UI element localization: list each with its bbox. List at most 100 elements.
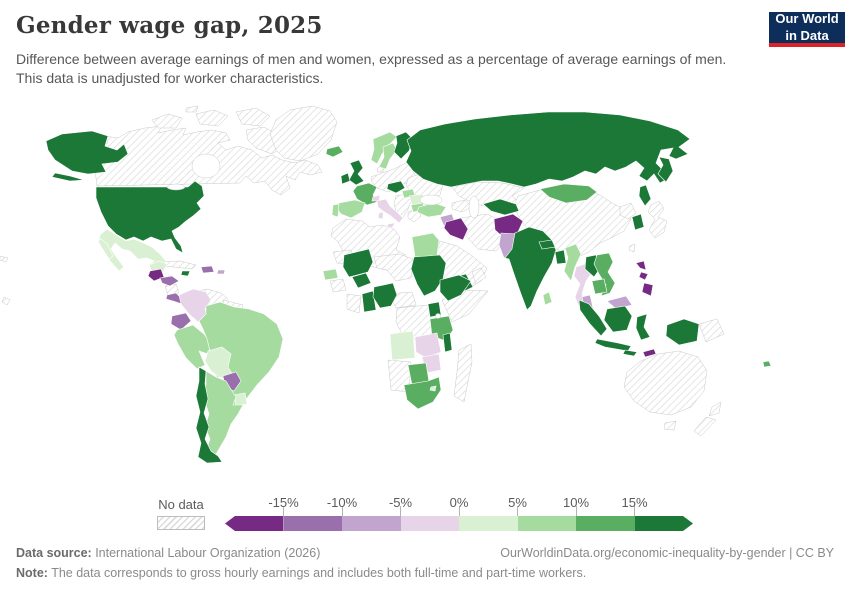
legend-tick-label: 10% [562,495,590,510]
country-philippines-visayas[interactable] [638,271,649,281]
country-argentina[interactable] [203,370,244,460]
country-dominican-republic[interactable] [200,265,215,274]
country-tasmania[interactable] [663,420,677,431]
country-iceland[interactable] [325,145,344,158]
country-indonesia-sumatra[interactable] [578,299,608,337]
country-united-states[interactable] [95,180,205,254]
country-angola[interactable] [389,330,416,361]
country-indonesia-java[interactable] [594,338,632,352]
country-senegal[interactable] [322,268,339,281]
country-ivory-coast[interactable] [346,293,362,314]
legend-band-1[interactable] [283,516,342,531]
country-madagascar[interactable] [453,343,473,403]
country-alaska[interactable] [45,130,129,175]
country-burkina-faso[interactable] [351,272,372,289]
country-fiji[interactable] [762,360,772,368]
legend-band-5[interactable] [517,516,576,531]
country-mexico-baja[interactable] [97,238,114,260]
country-indonesia-lesser-sunda[interactable] [622,349,638,357]
country-mali[interactable] [342,248,374,278]
country-papua-new-guinea[interactable] [698,318,725,343]
country-austria[interactable] [386,180,406,194]
country-mexico[interactable] [98,228,167,272]
country-timor-leste[interactable] [642,348,657,358]
country-oman[interactable] [471,267,487,285]
country-portugal[interactable] [331,203,340,218]
country-indonesia-sulawesi[interactable] [635,313,651,341]
owid-logo[interactable]: Our World in Data [769,11,845,47]
country-indonesia-kalimantan[interactable] [603,305,633,333]
country-cuba[interactable] [161,260,197,270]
country-uganda[interactable] [427,301,442,318]
country-vietnam[interactable] [593,252,616,297]
owid-url-link[interactable]: OurWorldinData.org/economic-inequality-b… [500,546,834,560]
country-canada-arctic-2[interactable] [195,109,229,127]
country-aleutians[interactable] [51,172,85,182]
region-uzbekistan[interactable] [482,198,520,216]
country-spain[interactable] [335,199,366,219]
country-jamaica[interactable] [180,270,191,277]
country-bangladesh[interactable] [554,249,567,265]
country-nepal[interactable] [538,239,556,250]
region-central-europe[interactable] [370,155,419,193]
country-japan[interactable] [647,200,668,239]
country-north-korea[interactable] [619,202,637,220]
legend-band-7[interactable] [634,516,693,531]
country-ireland[interactable] [340,172,351,185]
country-russia[interactable] [405,111,691,188]
country-russia-kamchatka[interactable] [657,156,674,183]
country-chile[interactable] [195,366,223,464]
country-canada-arctic-1[interactable] [151,113,183,129]
country-philippines-luzon[interactable] [635,260,647,271]
country-eswatini[interactable] [429,385,437,392]
country-australia[interactable] [623,350,708,416]
country-italy-sicily[interactable] [386,222,396,229]
country-egypt[interactable] [411,232,440,258]
country-indonesia-papua[interactable] [665,318,700,346]
country-ethiopia[interactable] [439,274,472,302]
legend-band-6[interactable] [576,516,635,531]
country-sri-lanka[interactable] [542,291,553,306]
country-canada-arctic-3[interactable] [235,107,271,127]
country-puerto-rico[interactable] [216,269,226,275]
country-honduras[interactable] [159,275,180,287]
country-south-korea[interactable] [631,213,645,231]
country-italy[interactable] [376,198,404,224]
country-philippines-mindanao[interactable] [641,282,654,297]
country-malawi[interactable] [442,332,453,353]
country-taiwan[interactable] [628,243,636,253]
country-nigeria[interactable] [372,282,398,309]
country-myanmar[interactable] [563,243,582,282]
country-uruguay[interactable] [233,392,248,407]
legend-band-4[interactable] [459,516,518,531]
country-sudan[interactable] [410,254,447,297]
region-caucasus[interactable] [451,199,473,213]
region-niger-chad[interactable] [373,253,414,282]
country-nicaragua[interactable] [164,283,180,296]
country-malaysia-borneo[interactable] [606,295,633,310]
region-pacific-speck-2[interactable] [1,296,11,306]
country-guinea[interactable] [329,278,347,293]
legend-band-0[interactable] [225,516,284,531]
country-south-africa[interactable] [403,376,442,410]
country-new-zealand-south[interactable] [693,416,717,437]
country-cambodia[interactable] [591,278,608,295]
country-new-zealand-north[interactable] [708,401,722,417]
country-italy-sardinia[interactable] [377,211,384,220]
legend-band-2[interactable] [342,516,401,531]
legend-color-bar [225,516,693,531]
legend-band-3[interactable] [400,516,459,531]
country-canada-arctic-4[interactable] [185,105,199,113]
country-ecuador[interactable] [170,312,192,331]
country-united-kingdom[interactable] [348,159,365,186]
region-pacific-speck-1[interactable] [0,255,9,263]
country-russia-sakhalin[interactable] [638,184,652,207]
country-ghana[interactable] [361,290,377,313]
country-greenland[interactable] [269,105,338,162]
country-iraq[interactable] [443,217,469,241]
legend-no-data-swatch[interactable] [157,516,205,530]
country-sweden[interactable] [378,142,398,170]
country-peru[interactable] [173,324,212,370]
country-mongolia[interactable] [539,183,598,204]
